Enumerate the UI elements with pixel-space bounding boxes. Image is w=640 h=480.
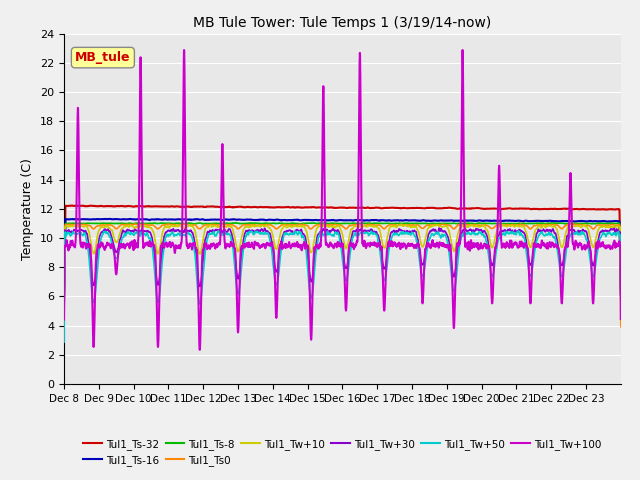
Text: MB_tule: MB_tule [75,51,131,64]
Legend: Tul1_Ts-32, Tul1_Ts-16, Tul1_Ts-8, Tul1_Ts0, Tul1_Tw+10, Tul1_Tw+30, Tul1_Tw+50,: Tul1_Ts-32, Tul1_Ts-16, Tul1_Ts-8, Tul1_… [79,435,605,470]
Title: MB Tule Tower: Tule Temps 1 (3/19/14-now): MB Tule Tower: Tule Temps 1 (3/19/14-now… [193,16,492,30]
Y-axis label: Temperature (C): Temperature (C) [22,158,35,260]
